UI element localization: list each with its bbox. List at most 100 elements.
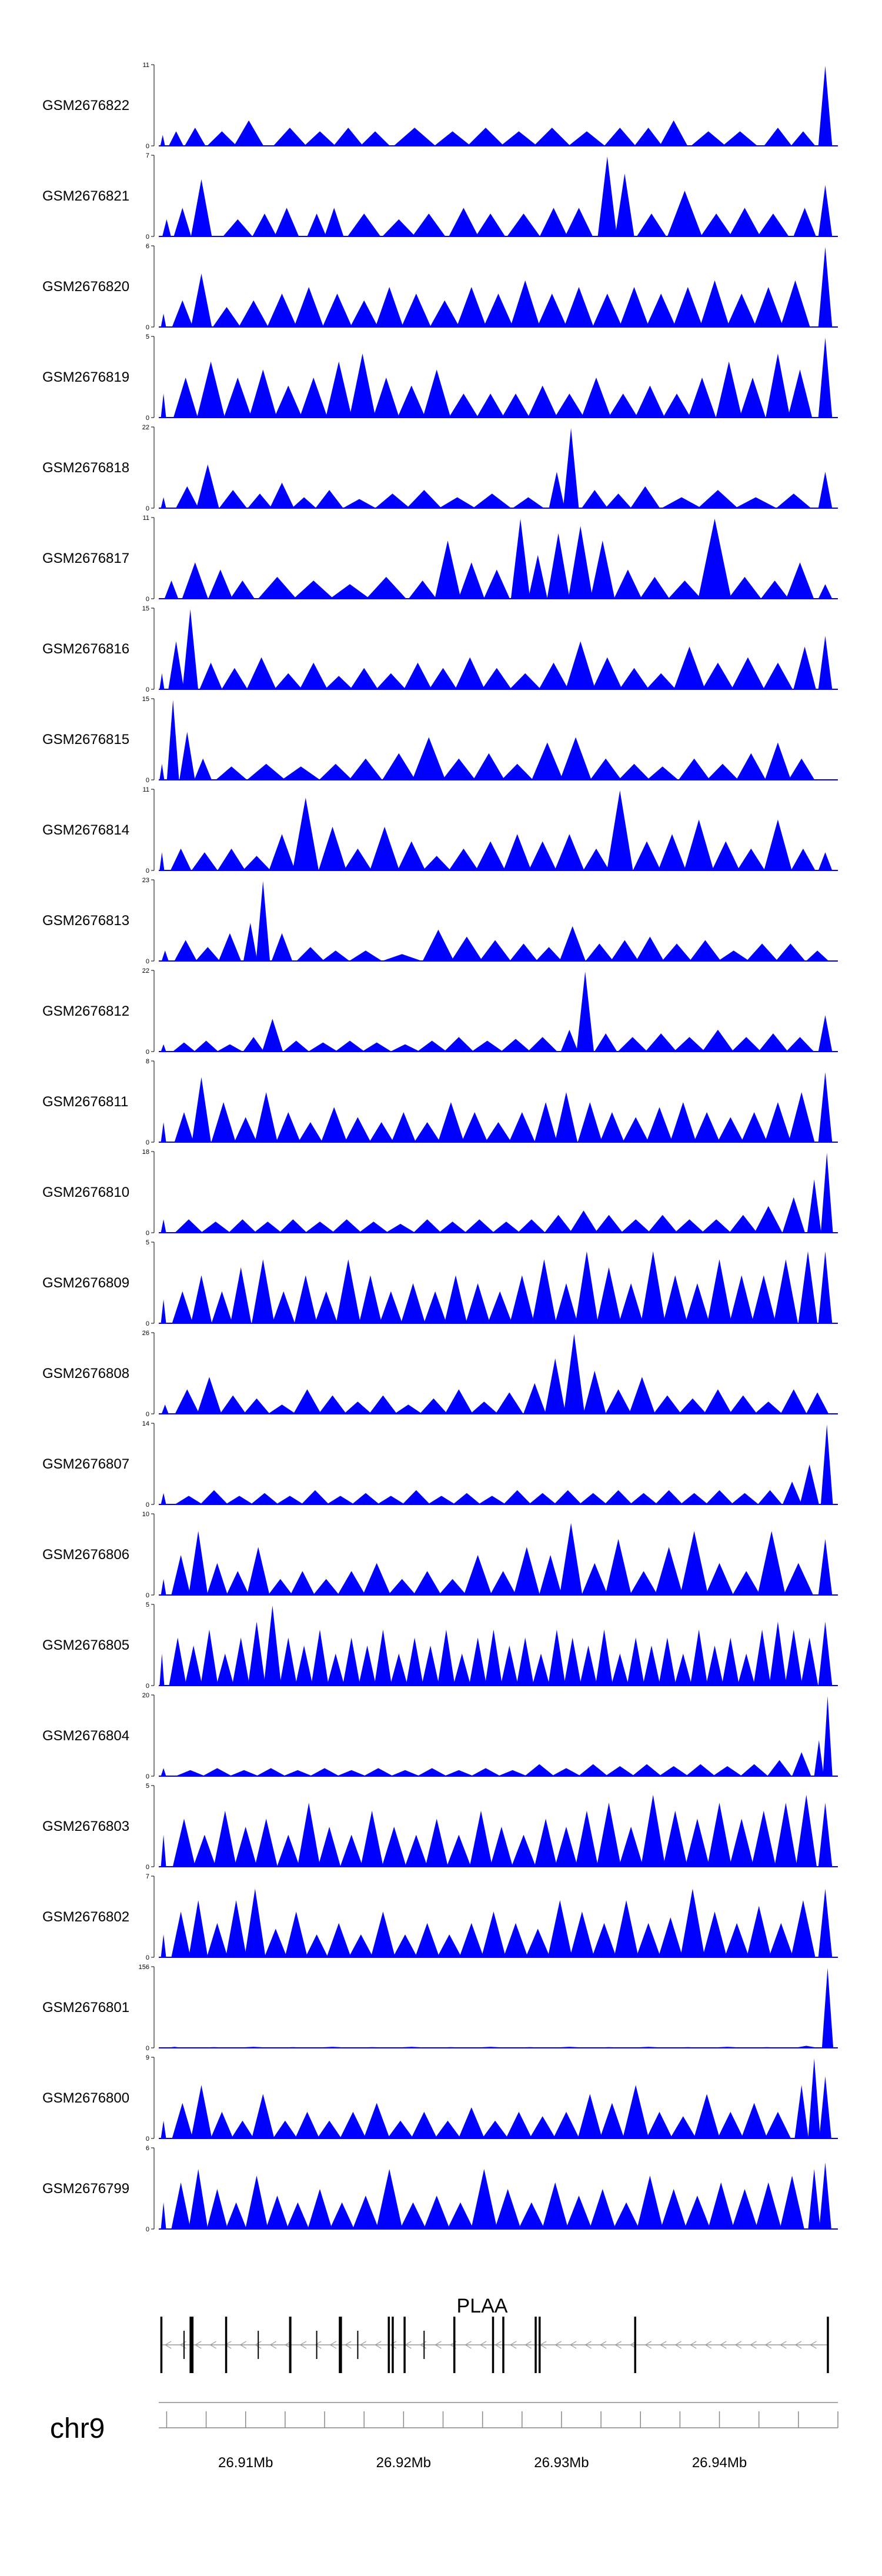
signal-peak [276,1496,304,1504]
signal-peak [391,1112,416,1142]
strand-arrow [194,2341,202,2349]
signal-peak [358,1646,376,1686]
signal-peak [242,856,271,870]
signal-peak [427,1496,456,1504]
signal-peak [387,2120,414,2138]
signal-peak [559,926,586,961]
signal-peak [252,1259,275,1323]
signal-peak [578,1764,608,1776]
signal-peak [250,1493,279,1504]
signal-peak [476,841,506,870]
signal-peak [191,852,218,870]
strand-arrow [269,2341,277,2349]
track-y-zero-label: 0 [146,686,149,693]
axis-tick-label: 26.94Mb [692,2455,747,2471]
signal-peak [349,1934,373,1957]
signal-peak [458,562,485,599]
gene-exon [387,2317,390,2373]
signal-peak [755,2182,781,2229]
signal-peak [536,947,562,961]
signal-peak [402,1490,430,1504]
signal-peak [332,1219,362,1233]
gene-exon [403,2317,406,2373]
signal-peak [774,1803,797,1867]
track-y-max-label: 6 [146,2145,149,2152]
signal-peak [660,120,688,146]
gene-exon [634,2317,636,2373]
signal-peak [660,2189,687,2229]
signal-peak [764,742,791,780]
signal-peak [220,1395,246,1414]
signal-peak [188,1531,208,1595]
signal-peak [600,2103,624,2138]
signal-peak [679,1398,707,1414]
signal-peak [527,385,557,418]
signal-peak [729,1275,754,1323]
signal-peak [168,641,184,689]
signal-peak [711,841,740,870]
signal-peak [463,1555,492,1595]
track-y-max-label: 11 [143,62,149,69]
signal-peak [255,1818,278,1867]
signal-peak [252,213,277,236]
strand-arrow [359,2341,367,2349]
signal-peak [285,1911,308,1957]
signal-peak [582,1563,608,1595]
signal-peak [169,131,184,146]
signal-peak [698,519,731,599]
signal-peak [403,662,432,689]
signal-peak [634,128,663,146]
strand-arrow [255,2341,262,2349]
signal-peak [223,219,253,236]
signal-peak [234,1117,257,1142]
track-GSM2676800: GSM2676800 9 0 [42,2054,838,2143]
signal-peak [583,1370,606,1414]
signal-peak [566,2195,592,2229]
track-GSM2676818: GSM2676818 22 0 [42,424,838,512]
signal-peak [551,1768,582,1776]
track-GSM2676807: GSM2676807 14 0 [42,1420,838,1509]
track-label: GSM2676822 [42,98,129,114]
signal-peak [467,128,504,146]
strand-arrow [720,2341,727,2349]
signal-peak [246,657,276,689]
signal-peak [197,361,225,418]
signal-peak [693,2094,720,2138]
signal-peak [563,428,579,508]
track-y-max-label: 9 [146,2054,149,2061]
signal-peak [808,2058,821,2138]
signal-peak [161,497,166,508]
signal-peak [458,2107,485,2138]
signal-peak [776,493,811,508]
signal-peak [413,1571,442,1595]
signal-peak [785,1629,803,1686]
signal-peak [411,2111,437,2138]
signal-peak [267,293,297,327]
strand-arrow [239,2341,247,2349]
gene-exon [538,2317,541,2373]
signal-peak [721,1637,740,1686]
signal-peak [663,393,691,418]
signal-peak [646,673,676,689]
signal-peak [292,798,319,870]
signal-peak [336,1259,360,1323]
signal-peak [818,472,833,508]
signal-peak [753,287,783,327]
signal-peak [757,213,789,236]
signal-peak [636,213,667,236]
signal-peak [635,385,665,418]
strand-arrow [554,2341,562,2349]
signal-peak [451,936,483,961]
signal-peak [161,393,166,418]
track-y-zero-label: 0 [146,1683,149,1690]
signal-peak [304,131,336,146]
signal-peak [200,1490,228,1504]
track-label: GSM2676809 [42,1275,129,1291]
signal-peak [442,758,476,780]
signal-peak [340,2111,366,2138]
track-y-zero-label: 0 [146,958,149,965]
signal-peak [780,2175,804,2229]
signal-peak [529,2116,556,2138]
signal-peak [335,1040,365,1052]
signal-peak [581,378,612,418]
